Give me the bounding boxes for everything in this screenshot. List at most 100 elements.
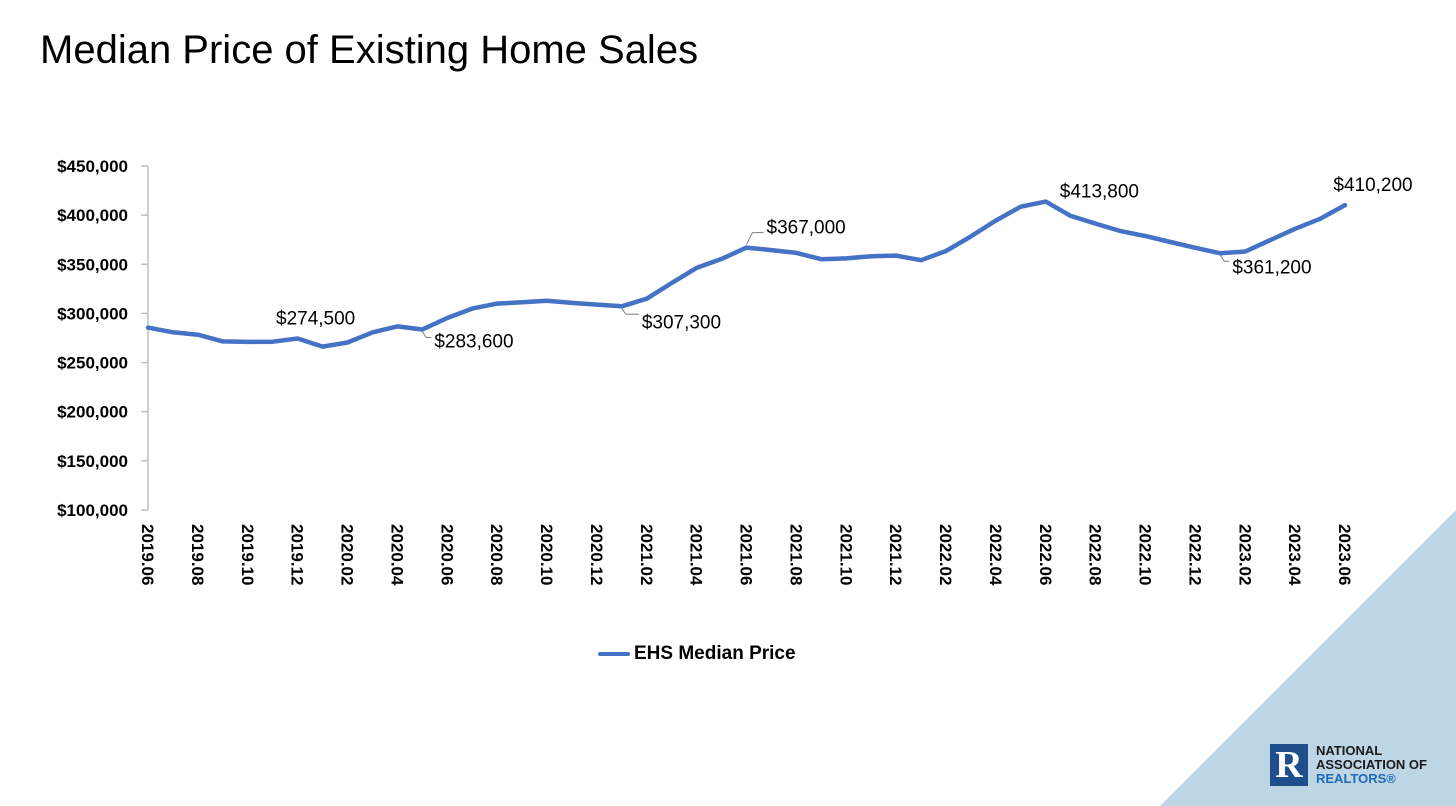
- x-tick-label: 2021.12: [886, 524, 905, 585]
- data-label: $307,300: [642, 312, 721, 333]
- data-point: [146, 326, 150, 330]
- y-tick-label: $100,000: [57, 501, 128, 520]
- data-point: [1318, 217, 1322, 221]
- nar-logo: R NATIONAL ASSOCIATION OF REALTORS®: [1270, 744, 1427, 786]
- x-tick-label: 2021.10: [836, 524, 855, 585]
- logo-line-realtors: REALTORS®: [1316, 771, 1396, 786]
- x-tick-label: 2021.06: [737, 524, 756, 585]
- data-point: [1044, 200, 1048, 204]
- y-axis-ticks: $100,000 $150,000 $200,000 $250,000 $300,000…: [57, 157, 148, 520]
- data-point: [570, 301, 574, 305]
- data-point: [894, 254, 898, 258]
- data-label: $413,800: [1060, 182, 1139, 203]
- data-label: $367,000: [767, 218, 846, 239]
- data-point: [271, 340, 275, 344]
- chart-title: Median Price of Existing Home Sales: [40, 28, 699, 72]
- data-point: [495, 302, 499, 306]
- y-tick-label: $300,000: [57, 304, 128, 323]
- data-point: [745, 246, 749, 250]
- data-point: [171, 330, 175, 334]
- data-point: [1293, 227, 1297, 231]
- data-label: $361,200: [1232, 257, 1311, 278]
- data-point: [520, 300, 524, 304]
- x-tick-label: 2020.02: [338, 524, 357, 585]
- y-tick-label: $250,000: [57, 354, 128, 373]
- x-tick-label: 2022.10: [1136, 524, 1155, 585]
- x-tick-label: 2019.10: [238, 524, 257, 585]
- x-tick-label: 2022.08: [1086, 524, 1105, 585]
- annotation-leader: [746, 232, 764, 245]
- data-point: [620, 304, 624, 308]
- x-tick-label: 2022.04: [986, 524, 1005, 586]
- x-tick-label: 2020.08: [487, 524, 506, 585]
- logo-line-national: NATIONAL: [1316, 743, 1383, 758]
- data-point: [1019, 205, 1023, 209]
- data-point: [969, 234, 973, 238]
- x-tick-label: 2020.12: [587, 524, 606, 585]
- data-point: [1168, 240, 1172, 244]
- x-tick-label: 2023.04: [1285, 524, 1304, 586]
- data-point: [1218, 251, 1222, 255]
- data-point: [1144, 234, 1148, 238]
- x-tick-label: 2019.08: [188, 524, 207, 585]
- y-tick-label: $150,000: [57, 452, 128, 471]
- x-tick-label: 2020.10: [537, 524, 556, 585]
- x-tick-label: 2020.04: [387, 524, 406, 586]
- y-tick-label: $350,000: [57, 255, 128, 274]
- series-line-ehs-median-price: [145, 199, 1348, 349]
- x-tick-label: 2023.02: [1235, 524, 1254, 585]
- data-point: [819, 257, 823, 261]
- data-point: [246, 340, 250, 344]
- data-point: [769, 248, 773, 252]
- data-point: [545, 299, 549, 303]
- annotation-leader: [621, 307, 639, 315]
- data-point: [470, 307, 474, 311]
- x-tick-label: 2020.06: [437, 524, 456, 585]
- data-point: [395, 324, 399, 328]
- data-point: [1094, 222, 1098, 226]
- data-point: [1119, 229, 1123, 233]
- data-labels: $274,500 $283,600 $307,300 $367,000 $413,800…: [276, 175, 1413, 352]
- data-point: [221, 339, 225, 343]
- x-tick-label: 2019.06: [138, 524, 157, 585]
- data-point: [720, 257, 724, 261]
- x-tick-label: 2021.04: [687, 524, 706, 586]
- logo-text: NATIONAL ASSOCIATION OF REALTORS®: [1316, 744, 1427, 786]
- data-point: [1243, 250, 1247, 254]
- y-tick-label: $450,000: [57, 157, 128, 176]
- legend: EHS Median Price: [598, 640, 796, 668]
- data-point: [445, 316, 449, 320]
- y-tick-label: $200,000: [57, 403, 128, 422]
- x-tick-label: 2021.08: [786, 524, 805, 585]
- data-point: [695, 266, 699, 270]
- data-point: [321, 345, 325, 349]
- annotation-leaders: [421, 232, 1230, 339]
- annotation-leader: [421, 331, 432, 339]
- x-tick-label: 2023.06: [1335, 524, 1354, 585]
- data-point: [670, 281, 674, 285]
- x-axis-ticks: 2019.06 2019.08 2019.10 2019.12 2020.02 2020.…: [138, 524, 1354, 586]
- data-point: [645, 297, 649, 301]
- data-point: [944, 249, 948, 253]
- x-tick-label: 2019.12: [288, 524, 307, 585]
- legend-label: EHS Median Price: [634, 643, 796, 664]
- data-point: [346, 341, 350, 345]
- annotation-leader: [1219, 255, 1230, 262]
- x-tick-label: 2022.02: [936, 524, 955, 585]
- data-point: [1193, 246, 1197, 250]
- series-group: [145, 199, 1348, 349]
- data-point: [196, 333, 200, 337]
- data-point: [1343, 203, 1347, 207]
- legend-swatch: [598, 652, 630, 656]
- x-tick-label: 2022.12: [1185, 524, 1204, 585]
- x-tick-label: 2022.06: [1036, 524, 1055, 585]
- data-point: [919, 258, 923, 262]
- data-label: $274,500: [276, 308, 355, 329]
- realtor-r-logo-icon: R: [1270, 744, 1308, 786]
- logo-line-association: ASSOCIATION OF: [1316, 757, 1427, 772]
- data-point: [296, 336, 300, 340]
- data-point: [420, 328, 424, 332]
- data-point: [370, 330, 374, 334]
- data-point: [595, 303, 599, 307]
